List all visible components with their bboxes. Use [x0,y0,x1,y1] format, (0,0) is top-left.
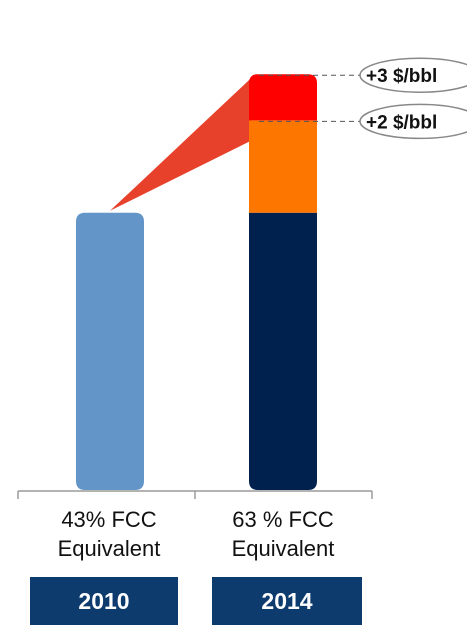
connector-layer [110,78,251,211]
category-label-2014-line2: Equivalent [231,536,335,561]
bar-2014-segment-0 [249,212,317,491]
x-axis [17,490,373,499]
bar-2010-segment-0 [76,212,144,491]
bars-layer [76,74,317,491]
annotation-label-1: +2 $/bbl [366,112,437,133]
bar-2014-segment-2 [249,74,317,121]
category-label-2010-line2: Equivalent [57,536,161,561]
annotation-label-0: +3 $/bbl [366,66,437,87]
category-label-2014-line1: 63 % FCC [232,507,334,532]
category-label-2010-line1: 43% FCC [61,507,157,532]
annotation-bubble-1 [359,103,467,140]
year-label-2010: 2010 [30,577,178,625]
annotations-layer: +3 $/bbl +2 $/bbl [259,57,467,140]
increase-connector [110,78,251,211]
annotation-bubble-0 [359,57,467,93]
year-label-2014: 2014 [212,577,362,625]
bar-2014-segment-1 [249,120,317,213]
